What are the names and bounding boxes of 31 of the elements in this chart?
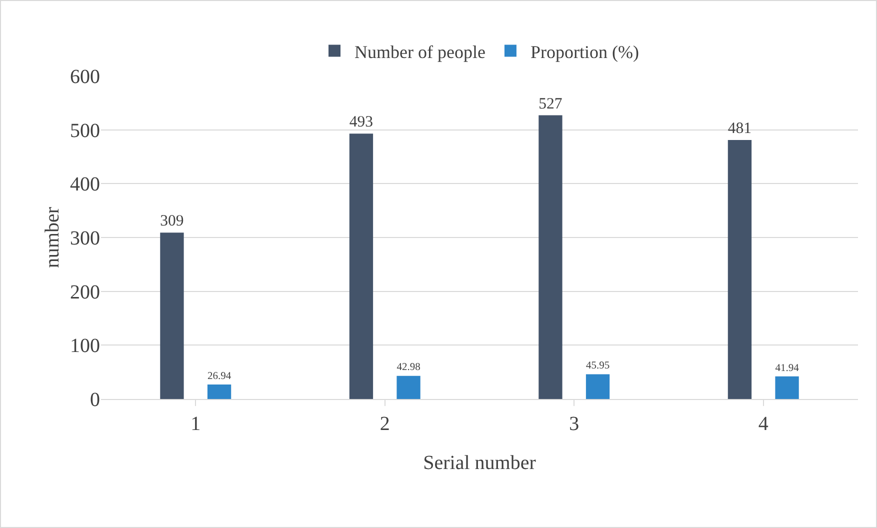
bar [349,134,374,399]
y-tick-label: 500 [70,120,100,142]
bar [396,376,420,399]
y-axis-title: number [42,206,64,268]
data-label: 42.98 [396,362,420,374]
x-tick-label: 2 [380,413,390,435]
bar [207,384,232,399]
x-tick-label: 1 [190,413,201,435]
legend-label: Number of people [354,42,486,62]
data-label: 481 [728,120,752,138]
y-tick-label: 400 [70,174,100,196]
x-axis-title: Serial number [423,452,536,474]
y-tick-label: 600 [70,66,100,88]
data-label: 309 [160,212,184,230]
y-tick-label: 200 [70,281,100,304]
y-tick-label: 100 [70,335,100,358]
data-label: 493 [349,114,374,131]
data-label: 527 [538,95,562,112]
bar [160,232,184,399]
bar [538,115,562,399]
data-label: 26.94 [207,370,232,382]
bar [586,374,610,399]
x-tick-label: 4 [758,413,768,435]
y-tick-label: 300 [70,228,100,250]
bar [728,140,752,399]
data-label: 45.95 [586,360,610,372]
legend-label: Proportion (%) [530,42,639,62]
x-tick-label: 3 [569,413,580,435]
y-tick-label: 0 [90,389,100,411]
bar [775,376,799,399]
data-label: 41.94 [775,362,800,374]
